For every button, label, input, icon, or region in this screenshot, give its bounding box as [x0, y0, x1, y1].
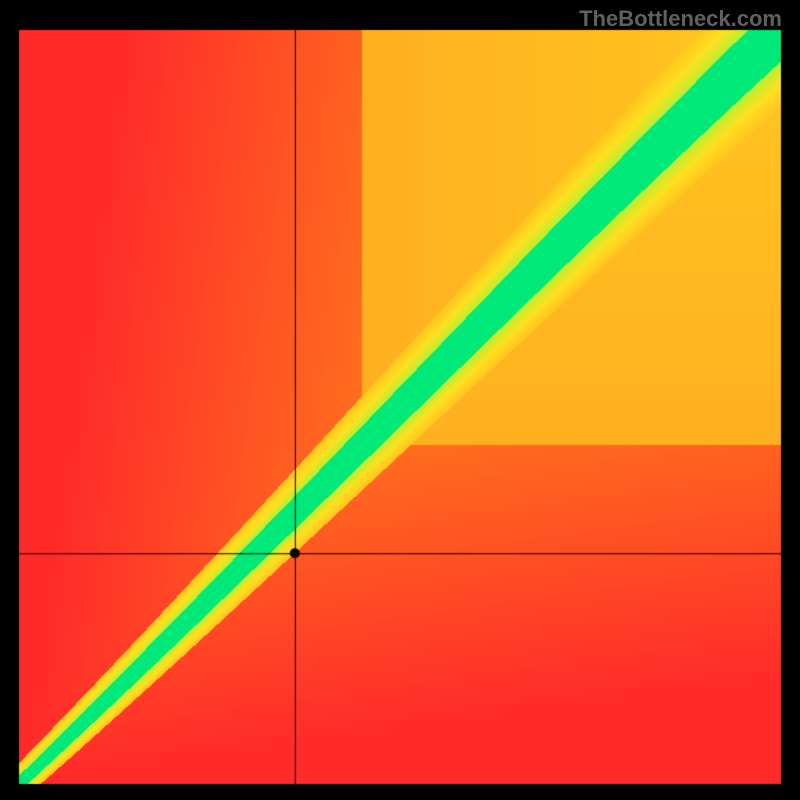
heatmap-canvas [0, 0, 800, 800]
chart-root: TheBottleneck.com [0, 0, 800, 800]
watermark-text: TheBottleneck.com [579, 6, 782, 32]
